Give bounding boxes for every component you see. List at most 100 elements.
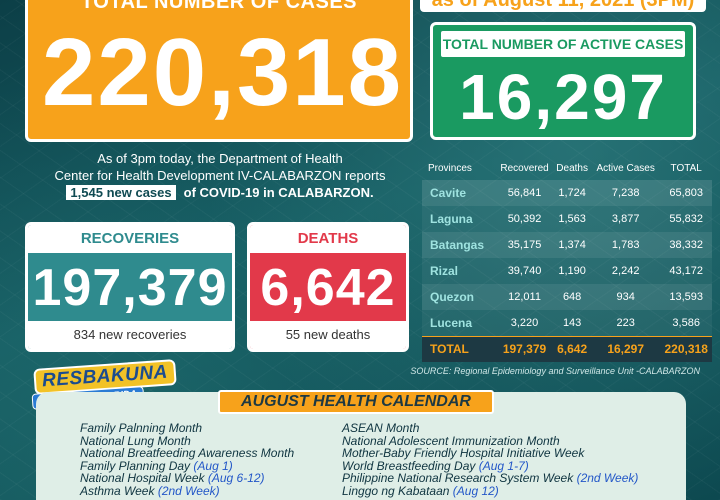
active-cases-value: 16,297 <box>459 61 667 133</box>
calendar-item-date: (2nd Week) <box>576 471 639 485</box>
as-of-date: as of August 11, 2021 (3PM) <box>420 0 706 12</box>
recoveries-value: 197,379 <box>32 259 228 317</box>
calendar-item-text: National Lung Month <box>80 433 191 448</box>
table-cell: 648 <box>553 284 591 310</box>
table-cell: 1,724 <box>553 180 591 206</box>
table-cell: 12,011 <box>495 284 554 310</box>
report-line-2: Center for Health Development IV-CALABAR… <box>54 168 386 183</box>
province-name: Lucena <box>422 310 496 336</box>
total-cases-label: TOTAL NUMBER OF CASES <box>80 0 358 13</box>
table-cell: 143 <box>553 310 591 336</box>
province-name: Rizal <box>422 258 496 284</box>
active-cases-card: TOTAL NUMBER OF ACTIVE CASES 16,297 <box>430 22 696 140</box>
calendar-item: Linggo ng Kabataan (Aug 12) <box>342 483 638 498</box>
recoveries-label: RECOVERIES <box>28 225 232 253</box>
deaths-label: DEATHS <box>250 225 406 253</box>
recoveries-card: RECOVERIES 197,379 834 new recoveries <box>25 222 235 352</box>
table-row: Cavite 56,841 1,724 7,238 65,803 <box>422 180 712 206</box>
province-name: Laguna <box>422 206 496 232</box>
table-cell: 7,238 <box>590 180 661 206</box>
calendar-item: Family Planning Day (Aug 1) <box>80 458 294 473</box>
total-cell: 6,642 <box>553 335 591 362</box>
new-recoveries: 834 new recoveries <box>28 321 232 349</box>
table-cell: 1,374 <box>553 232 591 258</box>
calendar-item: National Lung Month <box>80 433 294 448</box>
calendar-item: Asthma Week (2nd Week) <box>80 483 294 498</box>
province-name: Quezon <box>422 284 496 310</box>
calendar-item: Philippine National Research System Week… <box>342 472 638 485</box>
table-cell: 35,175 <box>495 232 554 258</box>
calendar-item-text: World Breastfeeding Day <box>342 458 476 473</box>
table-cell: 3,220 <box>495 310 554 336</box>
calendar-item-text: ASEAN Month <box>342 421 420 435</box>
table-cell: 1,563 <box>553 206 591 232</box>
new-cases-highlight: 1,545 new cases <box>66 185 176 200</box>
calendar-item: World Breastfeeding Day (Aug 1-7) <box>342 458 638 473</box>
table-cell: 13,593 <box>660 284 712 310</box>
table-cell: 3,586 <box>660 310 712 336</box>
table-cell: 55,832 <box>660 206 712 232</box>
column-header: Active Cases <box>596 162 655 174</box>
calendar-item-text: Asthma Week <box>80 483 155 498</box>
table-cell: 39,740 <box>495 258 554 284</box>
table-total-row: TOTAL 197,379 6,642 16,297 220,318 <box>422 335 712 362</box>
calendar-item-text: National Adolescent Immunization Month <box>342 433 560 448</box>
calendar-item-text: National Breatfeeding Awareness Month <box>80 446 295 460</box>
calendar-item: Mother-Baby Friendly Hospital Initiative… <box>342 447 638 460</box>
report-line-3: 1,545 new cases of COVID-19 in CALABARZON… <box>20 184 420 201</box>
new-deaths: 55 new deaths <box>250 321 406 349</box>
deaths-value: 6,642 <box>260 259 396 317</box>
table-header-row: Provinces Recovered Deaths Active Cases … <box>422 156 712 180</box>
table-row: Rizal 39,740 1,190 2,242 43,172 <box>422 258 712 284</box>
calendar-item: National Adolescent Immunization Month <box>342 433 638 448</box>
total-cell: 197,379 <box>495 335 554 362</box>
calendar-item: National Hospital Week (Aug 6-12) <box>80 472 294 485</box>
table-row: Batangas 35,175 1,374 1,783 38,332 <box>422 232 712 258</box>
report-paragraph: As of 3pm today, the Department of Healt… <box>20 150 420 201</box>
total-cell: 220,318 <box>660 335 712 362</box>
column-header: TOTAL <box>670 162 702 174</box>
table-cell: 223 <box>590 310 661 336</box>
source-note: SOURCE: Regional Epidemiology and Survei… <box>410 366 700 376</box>
calendar-item-text: Linggo ng Kabataan <box>342 483 450 498</box>
total-cases-value: 220,318 <box>42 19 404 126</box>
total-label: TOTAL <box>422 335 496 362</box>
calendar-item-date: (Aug 12) <box>452 483 499 498</box>
calendar-item-date: (Aug 1) <box>193 458 233 473</box>
calendar-item: Family Palnning Month <box>80 422 294 435</box>
column-header: Provinces <box>428 162 472 174</box>
calendar-item: National Breatfeeding Awareness Month <box>80 447 294 460</box>
table-cell: 934 <box>590 284 661 310</box>
calendar-left-column: Family Palnning Month National Lung Mont… <box>80 422 294 497</box>
total-cases-card: TOTAL NUMBER OF CASES 220,318 <box>25 0 413 142</box>
calendar-right-column: ASEAN Month National Adolescent Immuniza… <box>342 422 638 497</box>
active-cases-label: TOTAL NUMBER OF ACTIVE CASES <box>441 31 685 57</box>
calendar-item: ASEAN Month <box>342 422 638 435</box>
province-name: Batangas <box>422 232 496 258</box>
table-cell: 50,392 <box>495 206 554 232</box>
table-cell: 1,190 <box>553 258 591 284</box>
calendar-item-text: Family Planning Day <box>80 458 191 473</box>
column-header: Deaths <box>556 162 588 174</box>
table-cell: 2,242 <box>590 258 661 284</box>
deaths-card: DEATHS 6,642 55 new deaths <box>247 222 409 352</box>
health-calendar: AUGUST HEALTH CALENDAR Family Palnning M… <box>36 390 686 500</box>
province-table: Provinces Recovered Deaths Active Cases … <box>422 156 712 364</box>
calendar-item-date: (2nd Week) <box>157 483 220 498</box>
table-row: Quezon 12,011 648 934 13,593 <box>422 284 712 310</box>
province-name: Cavite <box>422 180 496 206</box>
table-cell: 3,877 <box>590 206 661 232</box>
table-cell: 56,841 <box>495 180 554 206</box>
calendar-title: AUGUST HEALTH CALENDAR <box>218 390 494 414</box>
table-row: Lucena 3,220 143 223 3,586 <box>422 310 712 336</box>
column-header: Recovered <box>500 162 549 174</box>
calendar-item-text: Family Palnning Month <box>80 421 203 435</box>
calendar-item-text: Philippine National Research System Week <box>342 471 574 485</box>
report-line-1: As of 3pm today, the Department of Healt… <box>97 151 343 166</box>
table-cell: 38,332 <box>660 232 712 258</box>
table-cell: 1,783 <box>590 232 661 258</box>
calendar-item-text: National Hospital Week <box>80 471 205 485</box>
total-cell: 16,297 <box>590 335 661 362</box>
table-row: Laguna 50,392 1,563 3,877 55,832 <box>422 206 712 232</box>
table-cell: 43,172 <box>660 258 712 284</box>
